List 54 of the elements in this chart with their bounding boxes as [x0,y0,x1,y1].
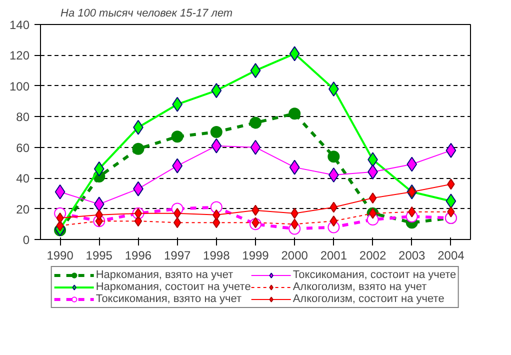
point [173,217,182,228]
point [56,212,64,224]
point [250,140,261,155]
x-tick-label: 2003 [398,248,426,262]
y-tick-label: 80 [16,110,30,124]
y-tick-label: 100 [9,79,30,94]
x-tick-label: 1990 [46,248,74,262]
point [328,82,339,96]
point [250,116,262,129]
legend-label: Алкоголизм, взято на учет [292,281,427,293]
legend-label: Алкоголизм, состоит на учете [292,293,444,305]
point [132,142,144,155]
x-tick-label: 1996 [124,248,152,262]
point [171,130,184,143]
legend-label: Токсикомания, состоит на учете [292,269,456,281]
x-tick-label: 2004 [438,248,465,262]
y-tick-label: 0 [22,233,30,247]
x-tick-label: 2001 [320,248,348,262]
legend-label: Наркомания, взято на учет [96,269,234,281]
point [134,216,142,227]
point [330,216,338,227]
point [328,168,339,182]
x-tick-label: 1997 [164,248,191,262]
legend-label: Наркомания, состоит на учете [96,281,251,293]
point [289,46,300,62]
point [210,201,222,214]
point [288,108,301,120]
x-tick-label: 1998 [203,248,230,262]
y-tick-label: 140 [9,18,30,32]
x-tick-label: 1995 [86,248,113,262]
point [173,208,182,219]
point [250,63,261,78]
point [446,142,456,158]
x-tick-label: 1999 [242,248,270,262]
x-tick-label: 2000 [281,248,308,262]
point [446,194,456,209]
point [94,196,104,212]
point [211,83,222,98]
point [368,192,377,204]
point [54,184,66,200]
y-tick-label: 60 [16,140,30,155]
y-tick-label: 20 [16,202,30,216]
point [211,138,222,154]
y-tick-label: 40 [16,172,30,186]
y-tick-label: 120 [9,48,30,63]
point [328,150,340,163]
point [210,126,222,138]
point [94,161,104,176]
point [330,202,338,213]
point [406,156,418,172]
chart-subtitle: На 100 тысяч человек 15-17 лет [60,8,233,20]
x-tick-label: 2002 [359,248,386,262]
point [289,160,300,175]
legend-label: Токсикомания, взято на учет [96,293,242,305]
